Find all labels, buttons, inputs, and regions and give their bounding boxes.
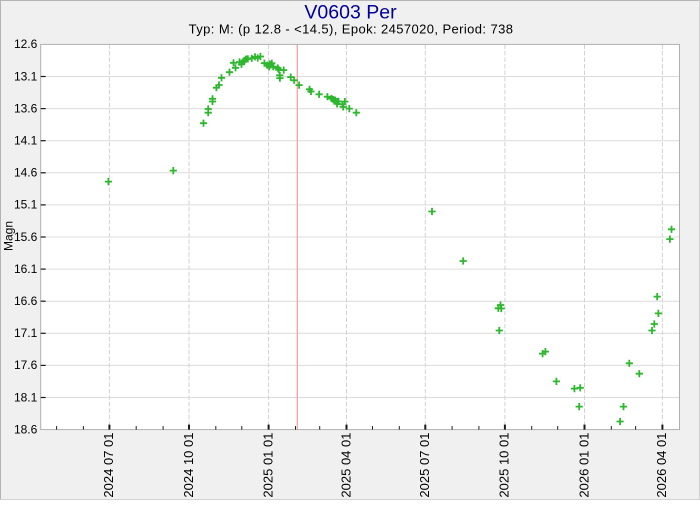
- svg-text:17.1: 17.1: [14, 326, 38, 340]
- svg-text:15.6: 15.6: [14, 230, 38, 244]
- svg-text:13.1: 13.1: [14, 69, 38, 83]
- svg-text:18.6: 18.6: [14, 422, 38, 436]
- svg-text:2025 10 01: 2025 10 01: [497, 433, 512, 498]
- svg-text:2025 07 01: 2025 07 01: [417, 433, 432, 498]
- svg-text:18.1: 18.1: [14, 390, 38, 404]
- svg-text:14.6: 14.6: [14, 166, 38, 180]
- svg-text:12.6: 12.6: [14, 37, 38, 51]
- svg-text:Typ: M: (p 12.8 - <14.5), Epok: Typ: M: (p 12.8 - <14.5), Epok: 2457020,…: [189, 21, 514, 36]
- svg-text:2025 01 01: 2025 01 01: [260, 433, 275, 498]
- svg-text:16.6: 16.6: [14, 294, 38, 308]
- svg-text:15.1: 15.1: [14, 198, 38, 212]
- svg-text:2024 10 01: 2024 10 01: [181, 433, 196, 498]
- svg-text:2026 04 01: 2026 04 01: [654, 433, 669, 498]
- svg-text:2024 07 01: 2024 07 01: [101, 433, 116, 498]
- svg-text:14.1: 14.1: [14, 134, 38, 148]
- svg-text:17.6: 17.6: [14, 358, 38, 372]
- svg-text:2026 01 01: 2026 01 01: [576, 433, 591, 498]
- svg-text:16.1: 16.1: [14, 262, 38, 276]
- svg-text:Magn: Magn: [2, 221, 16, 251]
- svg-text:2025 04 01: 2025 04 01: [338, 433, 353, 498]
- svg-text:13.6: 13.6: [14, 101, 38, 115]
- svg-text:V0603 Per: V0603 Per: [304, 1, 397, 23]
